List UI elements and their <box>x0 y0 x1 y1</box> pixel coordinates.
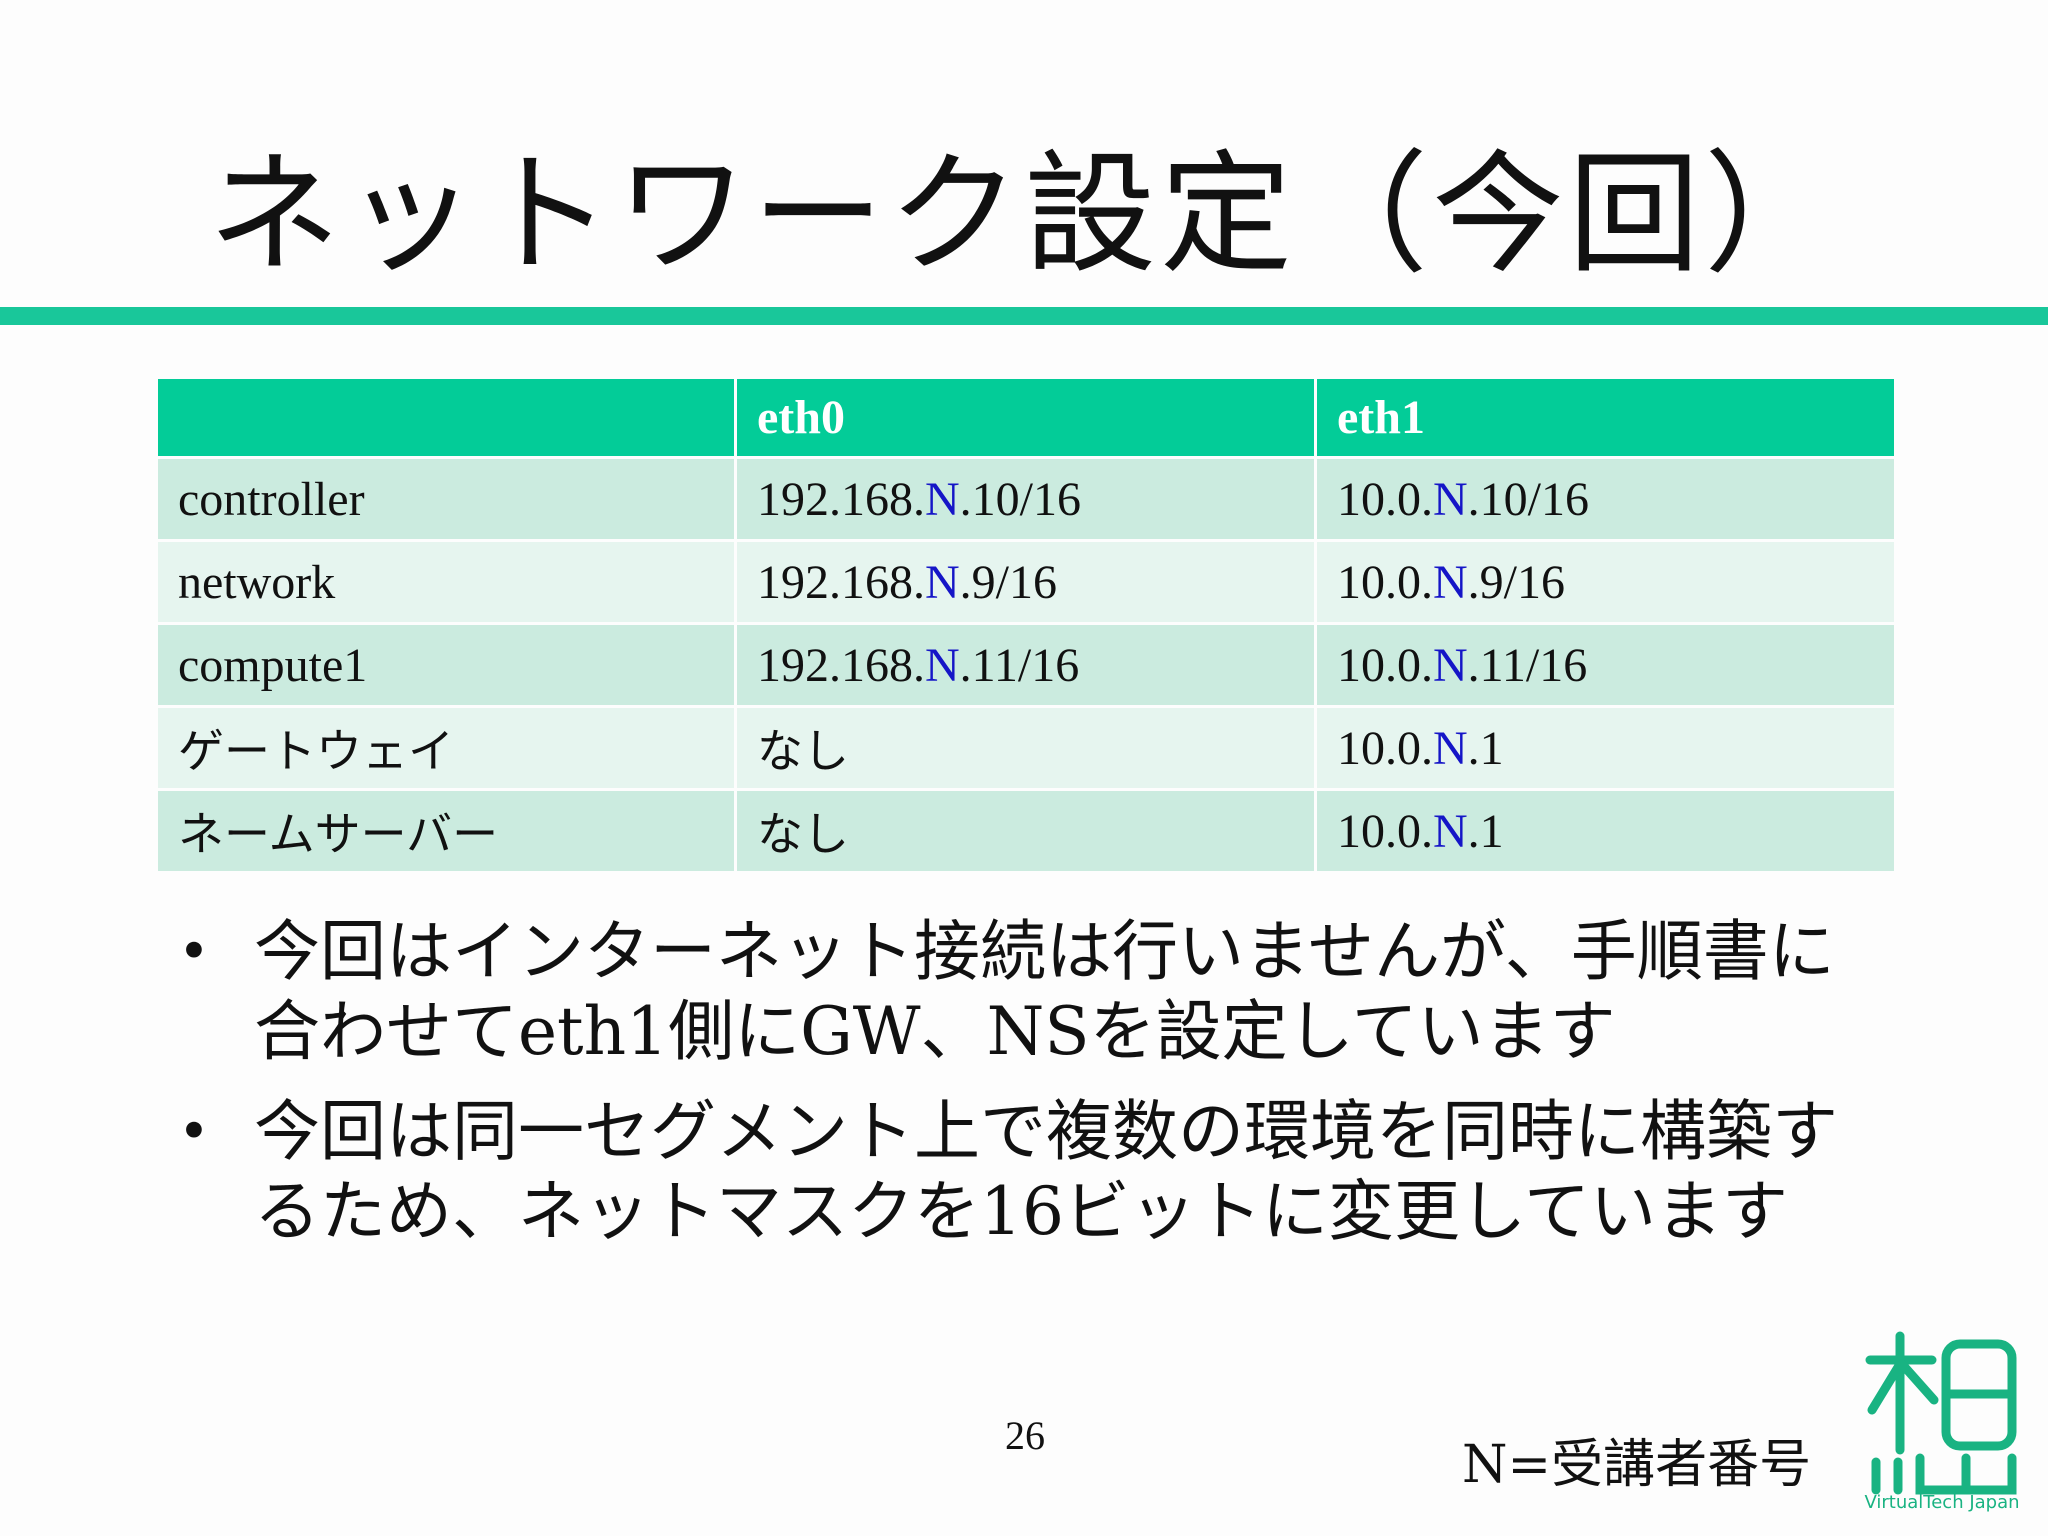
header-eth0: eth0 <box>737 379 1314 456</box>
eth0-cell: 192.168.N.9/16 <box>737 542 1314 622</box>
row-label: network <box>158 542 734 622</box>
network-config-table: eth0 eth1 controller 192.168.N.10/16 10.… <box>155 376 1897 874</box>
eth1-cell: 10.0.N.1 <box>1317 791 1894 871</box>
company-logo-icon <box>1865 1331 2017 1495</box>
table-row: ゲートウェイ なし 10.0.N.1 <box>158 708 1894 788</box>
eth1-cell: 10.0.N.9/16 <box>1317 542 1894 622</box>
eth1-cell: 10.0.N.10/16 <box>1317 459 1894 539</box>
notes-list: • 今回はインターネット接続は行いませんが、手順書に合わせてeth1側にGW、N… <box>170 912 1850 1272</box>
list-item: • 今回は同一セグメント上で複数の環境を同時に構築するため、ネットマスクを16ビ… <box>170 1092 1850 1252</box>
table-row: controller 192.168.N.10/16 10.0.N.10/16 <box>158 459 1894 539</box>
table-row: compute1 192.168.N.11/16 10.0.N.11/16 <box>158 625 1894 705</box>
row-label: ネームサーバー <box>158 791 734 871</box>
bullet-text: 今回は同一セグメント上で複数の環境を同時に構築するため、ネットマスクを16ビット… <box>254 1093 1838 1250</box>
eth1-cell: 10.0.N.1 <box>1317 708 1894 788</box>
header-eth1: eth1 <box>1317 379 1894 456</box>
company-logo-text: VirtualTech Japan <box>1864 1492 2020 1513</box>
bullet-icon: • <box>178 1100 210 1163</box>
header-host <box>158 379 734 456</box>
eth0-cell: なし <box>737 791 1314 871</box>
bullet-icon: • <box>178 920 210 983</box>
eth0-cell: 192.168.N.11/16 <box>737 625 1314 705</box>
row-label: compute1 <box>158 625 734 705</box>
list-item: • 今回はインターネット接続は行いませんが、手順書に合わせてeth1側にGW、N… <box>170 912 1850 1072</box>
row-label: ゲートウェイ <box>158 708 734 788</box>
slide-title: ネットワーク設定（今回） <box>208 138 1840 292</box>
table-row: ネームサーバー なし 10.0.N.1 <box>158 791 1894 871</box>
eth0-cell: なし <box>737 708 1314 788</box>
eth0-cell: 192.168.N.10/16 <box>737 459 1314 539</box>
row-label: controller <box>158 459 734 539</box>
table-row: network 192.168.N.9/16 10.0.N.9/16 <box>158 542 1894 622</box>
eth1-cell: 10.0.N.11/16 <box>1317 625 1894 705</box>
table-header-row: eth0 eth1 <box>158 379 1894 456</box>
bullet-text: 今回はインターネット接続は行いませんが、手順書に合わせてeth1側にGW、NSを… <box>254 913 1835 1070</box>
title-divider <box>0 307 2048 325</box>
legend-note: N=受講者番号 <box>1462 1435 1812 1495</box>
page-number: 26 <box>1005 1413 1045 1458</box>
